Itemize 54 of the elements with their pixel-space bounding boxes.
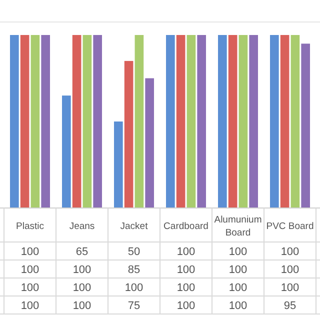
data-label: 65	[76, 246, 88, 258]
bar	[134, 35, 144, 208]
data-label: 100	[72, 300, 92, 312]
bar	[82, 35, 92, 208]
bar	[301, 44, 310, 208]
bar	[41, 35, 50, 208]
bar	[280, 35, 290, 208]
data-label: 100	[176, 246, 196, 258]
x-tick-label: Alumunium Board	[214, 214, 262, 238]
data-label: 100	[20, 282, 40, 294]
bar	[114, 122, 123, 208]
data-label: 100	[176, 300, 196, 312]
x-tick-label: PVC Board	[266, 221, 314, 232]
bar	[228, 35, 238, 208]
bar	[30, 35, 40, 208]
bar	[176, 35, 186, 208]
bar	[249, 35, 258, 208]
bar	[93, 35, 102, 208]
bar	[20, 35, 30, 208]
bar	[124, 60, 134, 208]
bar	[290, 35, 300, 208]
bar	[166, 35, 175, 208]
data-label: 100	[20, 246, 40, 258]
data-label: 50	[128, 246, 140, 258]
data-label: 100	[20, 264, 40, 276]
bar	[238, 35, 248, 208]
data-label: 100	[228, 246, 248, 258]
bar	[72, 35, 82, 208]
bar	[186, 35, 196, 208]
data-label: 100	[20, 300, 40, 312]
bar	[62, 96, 71, 208]
data-label: 100	[124, 282, 144, 294]
bar	[145, 78, 154, 208]
data-label: 100	[176, 282, 196, 294]
data-label: 100	[280, 246, 300, 258]
x-tick-label: Jacket	[120, 221, 148, 232]
bar	[270, 35, 279, 208]
data-label: 100	[72, 264, 92, 276]
data-label: 100	[176, 264, 196, 276]
data-label: 100	[280, 282, 300, 294]
x-tick-label: Jeans	[69, 221, 95, 232]
data-label: 85	[128, 264, 140, 276]
x-tick-label: Cardboard	[164, 221, 208, 232]
data-label: 100	[228, 282, 248, 294]
data-label: 100	[228, 264, 248, 276]
data-label: 100	[280, 264, 300, 276]
bar	[218, 35, 227, 208]
bar	[10, 35, 19, 208]
bar	[197, 35, 206, 208]
data-label: 75	[128, 300, 140, 312]
data-label: 100	[228, 300, 248, 312]
data-label: 95	[284, 300, 296, 312]
data-label: 100	[72, 282, 92, 294]
x-tick-label: Plastic	[16, 221, 44, 232]
